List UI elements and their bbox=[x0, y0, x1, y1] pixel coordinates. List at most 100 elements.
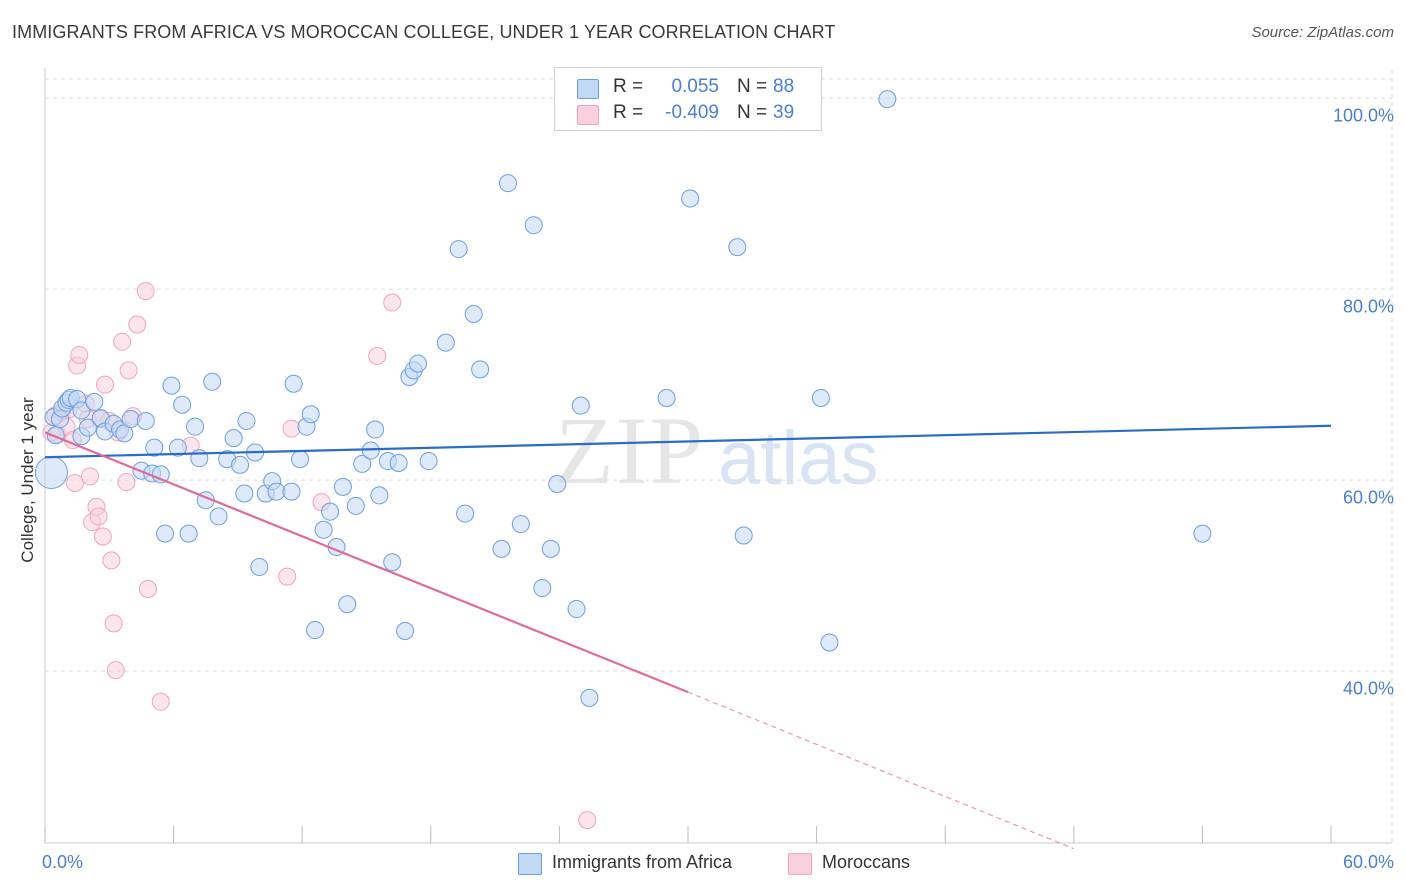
africa-point bbox=[284, 374, 303, 393]
africa-point bbox=[224, 429, 243, 448]
africa-point bbox=[370, 486, 389, 505]
africa-point bbox=[734, 526, 753, 545]
stats-r-label: R = bbox=[613, 76, 644, 97]
africa-point bbox=[235, 484, 254, 503]
africa-point bbox=[361, 441, 380, 460]
africa-point bbox=[85, 392, 104, 411]
y-axis-label: College, Under 1 year bbox=[18, 397, 37, 563]
africa-point bbox=[492, 539, 511, 558]
watermark-atlas: atlas bbox=[718, 416, 879, 501]
africa-point bbox=[338, 595, 357, 614]
moroccans-points bbox=[42, 282, 597, 830]
africa-point bbox=[179, 524, 198, 543]
stats-n-value: 88 bbox=[773, 76, 795, 97]
moroccan-point bbox=[96, 375, 115, 394]
moroccans-trend-line-extension bbox=[687, 691, 1075, 850]
stats-swatch-africa bbox=[577, 79, 599, 99]
africa-point bbox=[209, 507, 228, 526]
moroccan-point bbox=[128, 315, 147, 334]
moroccan-point bbox=[151, 692, 170, 711]
africa-point bbox=[498, 174, 517, 193]
x-tick-label: 0.0% bbox=[42, 852, 84, 872]
trend-lines bbox=[44, 424, 1332, 850]
africa-point bbox=[306, 621, 325, 640]
africa-point bbox=[541, 539, 560, 558]
africa-point bbox=[162, 376, 181, 395]
moroccan-point bbox=[104, 614, 123, 633]
africa-point bbox=[121, 410, 140, 429]
africa-point bbox=[353, 454, 372, 473]
moroccan-point bbox=[89, 507, 108, 526]
africa-point bbox=[471, 360, 490, 379]
moroccan-point bbox=[113, 332, 132, 351]
stats-swatch-moroccans bbox=[577, 105, 599, 125]
africa-point bbox=[548, 474, 567, 493]
moroccan-point bbox=[102, 551, 121, 570]
y-tick-label: 60.0% bbox=[1342, 487, 1394, 508]
moroccan-point bbox=[70, 346, 89, 365]
africa-point bbox=[145, 438, 164, 457]
stats-n-label: N = bbox=[737, 76, 768, 97]
africa-point bbox=[34, 456, 68, 490]
moroccan-point bbox=[282, 419, 301, 438]
africa-point bbox=[333, 477, 352, 496]
chart-title: IMMIGRANTS FROM AFRICA VS MOROCCAN COLLE… bbox=[12, 22, 836, 42]
africa-point bbox=[231, 455, 250, 474]
moroccan-point bbox=[138, 580, 157, 599]
africa-point bbox=[511, 515, 530, 534]
africa-point bbox=[156, 524, 175, 543]
stats-r-value: -0.409 bbox=[665, 102, 719, 123]
stats-row-moroccans: R = -0.409 N = 39 bbox=[555, 102, 821, 130]
africa-point bbox=[419, 452, 438, 471]
africa-point bbox=[408, 354, 427, 373]
africa-point bbox=[282, 482, 301, 501]
moroccan-point bbox=[578, 811, 597, 830]
watermark-zip: ZIP bbox=[555, 397, 705, 504]
africa-point bbox=[449, 240, 468, 259]
stats-n-value: 39 bbox=[773, 102, 795, 123]
africa-point bbox=[728, 238, 747, 257]
africa-point bbox=[820, 633, 839, 652]
africa-point bbox=[151, 465, 170, 484]
y-tick-label: 100.0% bbox=[1332, 105, 1394, 126]
moroccan-point bbox=[66, 474, 85, 493]
africa-point bbox=[301, 405, 320, 424]
africa-point bbox=[436, 333, 455, 352]
africa-point bbox=[456, 504, 475, 523]
africa-point bbox=[136, 411, 155, 430]
moroccans-trend-line bbox=[44, 431, 689, 694]
stats-r-label: R = bbox=[613, 102, 644, 123]
africa-point bbox=[250, 558, 269, 577]
africa-point bbox=[173, 395, 192, 414]
africa-point bbox=[267, 482, 286, 501]
y-axis-label-wrap: College, Under 1 year bbox=[16, 300, 40, 660]
africa-point bbox=[203, 372, 222, 391]
africa-point bbox=[571, 396, 590, 415]
africa-point bbox=[321, 502, 340, 521]
africa-point bbox=[533, 579, 552, 598]
moroccan-point bbox=[383, 293, 402, 312]
legend-swatch-moroccans bbox=[788, 853, 812, 875]
africa-point bbox=[878, 90, 897, 109]
africa-point bbox=[237, 411, 256, 430]
stats-row-africa: R = 0.055 N = 88 bbox=[555, 76, 821, 104]
moroccan-point bbox=[106, 661, 125, 680]
y-tick-label: 80.0% bbox=[1342, 296, 1394, 317]
legend-label-moroccans: Moroccans bbox=[822, 852, 911, 872]
moroccan-point bbox=[93, 527, 112, 546]
stats-r-value: 0.055 bbox=[671, 76, 719, 97]
africa-point bbox=[524, 216, 543, 235]
moroccan-point bbox=[136, 282, 155, 301]
africa-point bbox=[389, 453, 408, 472]
moroccan-point bbox=[368, 347, 387, 366]
africa-point bbox=[383, 553, 402, 572]
moroccan-point bbox=[117, 473, 136, 492]
axes bbox=[44, 68, 1392, 844]
africa-point bbox=[72, 401, 91, 420]
x-tick-label: 60.0% bbox=[1342, 852, 1394, 872]
stats-box: R = 0.055 N = 88 R = -0.409 N = 39 bbox=[554, 67, 822, 131]
africa-point bbox=[681, 189, 700, 208]
africa-point bbox=[291, 450, 310, 469]
stats-n-label: N = bbox=[737, 102, 768, 123]
